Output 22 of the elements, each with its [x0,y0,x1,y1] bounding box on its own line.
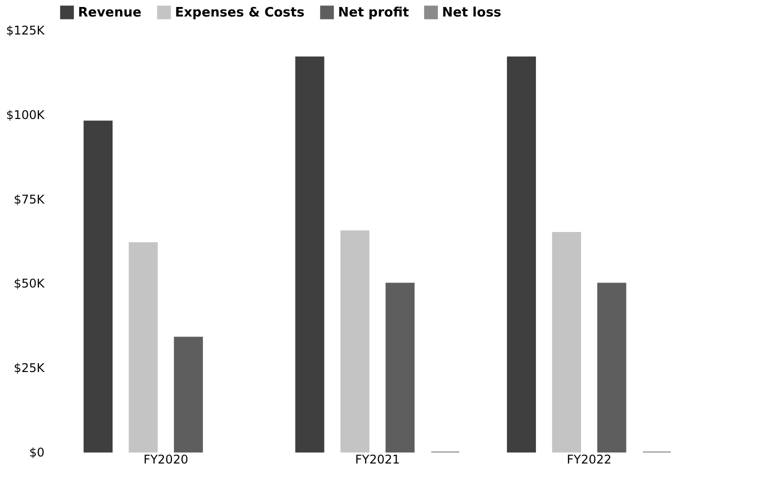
x-tick-label: FY2020 [143,452,188,466]
bar [295,56,324,452]
bar [340,230,370,452]
x-tick-label: FY2022 [566,452,612,466]
bar [128,242,158,452]
bar [506,56,536,452]
x-tick-label: FY2021 [355,452,400,466]
legend-label: Expenses & Costs [175,5,305,20]
bar [84,120,113,452]
legend-label: Revenue [78,5,142,20]
y-tick-label: $100K [6,108,46,122]
y-tick-label: $25K [14,361,46,376]
bar [552,232,582,452]
bar [597,282,626,452]
y-tick-label: $0 [29,446,44,460]
bar [386,282,415,452]
y-tick-label: $75K [14,192,46,206]
bar [174,336,203,452]
legend-label: Net loss [442,5,502,20]
y-tick-label: $50K [14,276,46,291]
y-tick-label: $125K [6,24,46,38]
legend-label: Net profit [338,5,409,20]
